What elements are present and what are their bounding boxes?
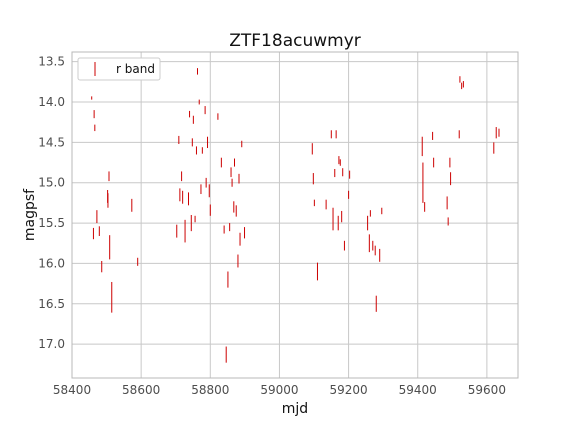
x-tick-label: 58800 xyxy=(191,383,229,397)
legend: r band xyxy=(78,58,160,80)
y-tick-label: 14.0 xyxy=(38,95,65,109)
x-tick-label: 59400 xyxy=(399,383,437,397)
y-tick-label: 14.5 xyxy=(38,135,65,149)
y-tick-label: 13.5 xyxy=(38,55,65,69)
y-tick-label: 16.5 xyxy=(38,297,65,311)
x-tick-label: 58400 xyxy=(53,383,91,397)
x-tick-label: 58600 xyxy=(122,383,160,397)
y-tick-label: 15.0 xyxy=(38,176,65,190)
plot-area xyxy=(72,52,518,378)
x-tick-label: 59200 xyxy=(329,383,367,397)
y-tick-label: 17.0 xyxy=(38,337,65,351)
y-tick-label: 15.5 xyxy=(38,216,65,230)
x-tick-label: 59600 xyxy=(468,383,506,397)
chart-title: ZTF18acuwmyr xyxy=(229,31,361,51)
legend-label: r band xyxy=(116,62,155,76)
x-axis-title: mjd xyxy=(282,401,308,417)
x-tick-label: 59000 xyxy=(260,383,298,397)
y-tick-label: 16.0 xyxy=(38,256,65,270)
y-axis-title: magpsf xyxy=(22,188,38,241)
